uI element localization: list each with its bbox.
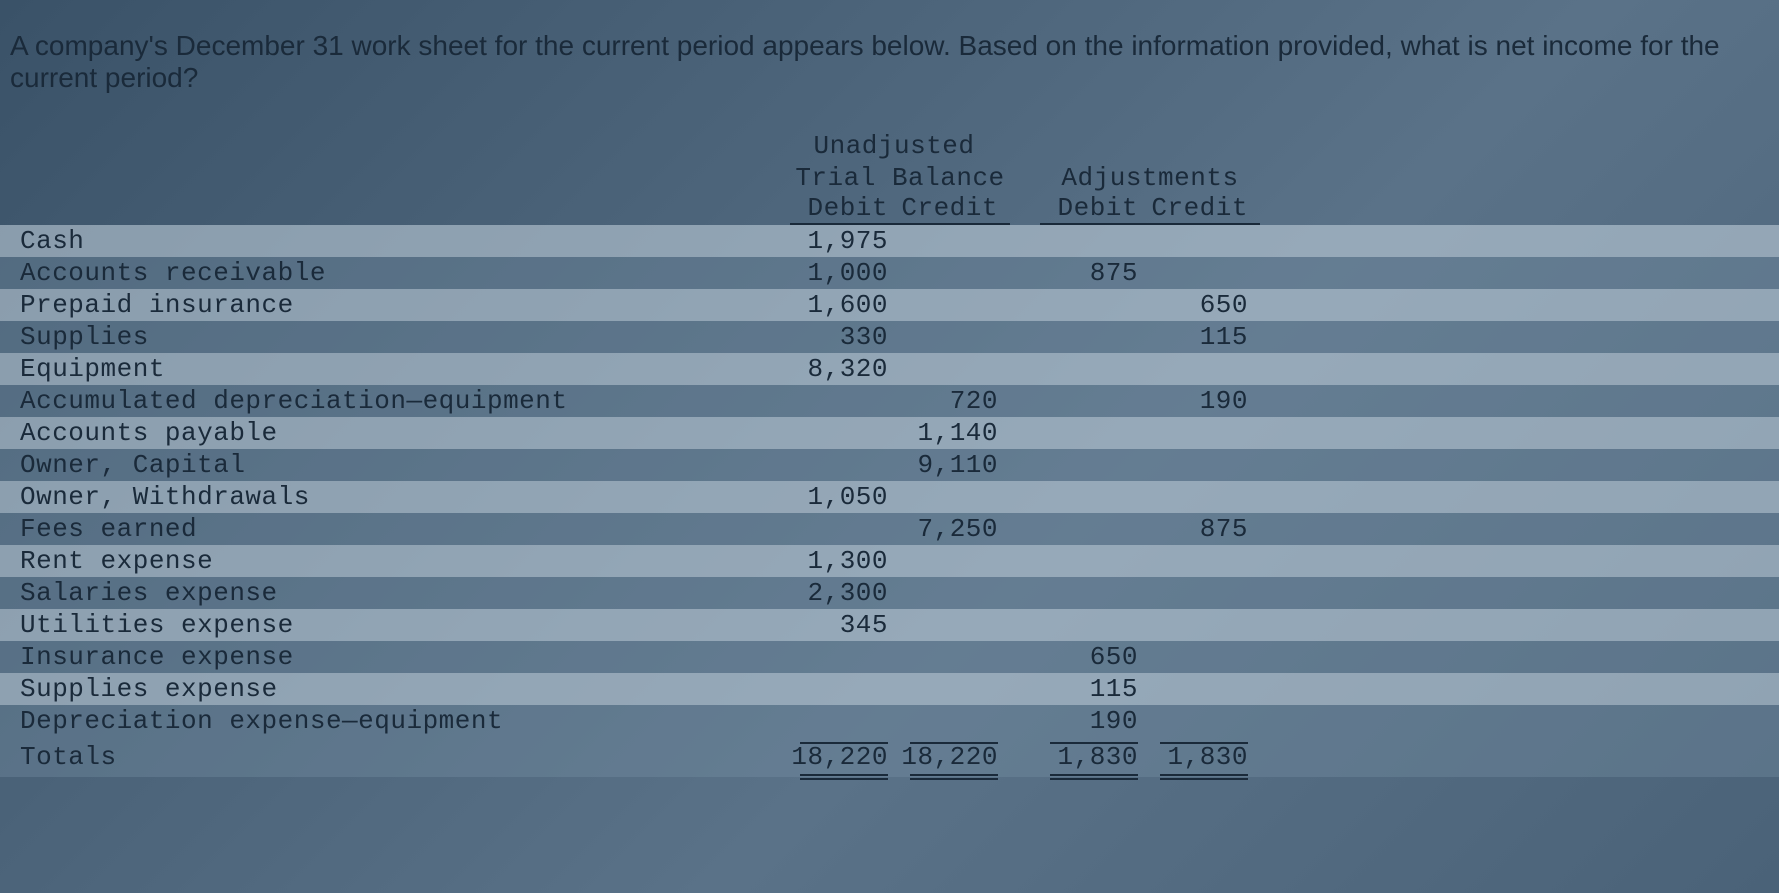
account-name: Owner, Withdrawals: [0, 482, 790, 512]
adj-debit-cell: 115: [1040, 674, 1150, 704]
adj-credit-cell: 650: [1150, 290, 1260, 320]
account-name: Owner, Capital: [0, 450, 790, 480]
table-row: Equipment8,320: [0, 353, 1779, 385]
table-row: Owner, Capital 9,110: [0, 449, 1779, 481]
account-name: Accounts payable: [0, 418, 790, 448]
utb-debit-cell: 8,320: [790, 354, 900, 384]
totals-adj-credit: 1,830: [1150, 742, 1260, 772]
table-row: Utilities expense345: [0, 609, 1779, 641]
adj-credit-cell: 190: [1150, 386, 1260, 416]
account-name: Rent expense: [0, 546, 790, 576]
adj-debit-cell: 875: [1040, 258, 1150, 288]
utb-debit-cell: 1,975: [790, 226, 900, 256]
header-utb-debit: Debit: [790, 193, 900, 225]
utb-debit-cell: 1,050: [790, 482, 900, 512]
header-row-2: Trial Balance Adjustments: [0, 161, 1779, 193]
adj-credit-cell: 875: [1150, 514, 1260, 544]
table-row: Prepaid insurance1,600 650: [0, 289, 1779, 321]
table-row: Accounts payable 1,140: [0, 417, 1779, 449]
table-row: Accounts receivable1,000 875: [0, 257, 1779, 289]
table-body: Cash1,975Accounts receivable1,000875Prep…: [0, 225, 1779, 737]
account-name: Utilities expense: [0, 610, 790, 640]
utb-credit-cell: 1,140: [900, 418, 1010, 448]
header-row-1: Unadjusted: [0, 129, 1779, 161]
account-name: Depreciation expense—equipment: [0, 706, 790, 736]
utb-credit-cell: 720: [900, 386, 1010, 416]
account-name: Supplies expense: [0, 674, 790, 704]
totals-label: Totals: [0, 742, 790, 772]
adj-debit-cell: 190: [1040, 706, 1150, 736]
utb-debit-cell: 1,000: [790, 258, 900, 288]
adj-credit-cell: 115: [1150, 322, 1260, 352]
totals-utb-credit: 18,220: [900, 742, 1010, 772]
account-name: Supplies: [0, 322, 790, 352]
header-row-3: Debit Credit Debit Credit: [0, 193, 1779, 225]
table-row: Accumulated depreciation—equipment 720 190: [0, 385, 1779, 417]
header-trial-balance: Trial Balance: [790, 163, 1010, 193]
utb-debit-cell: 330: [790, 322, 900, 352]
account-name: Fees earned: [0, 514, 790, 544]
header-unadjusted: Unadjusted: [790, 131, 1010, 161]
header-adj-credit: Credit: [1150, 193, 1260, 225]
table-row: Rent expense1,300: [0, 545, 1779, 577]
table-row: Fees earned 7,250 875: [0, 513, 1779, 545]
account-name: Insurance expense: [0, 642, 790, 672]
account-name: Accumulated depreciation—equipment: [0, 386, 790, 416]
totals-row: Totals 18,220 18,220 1,830 1,830: [0, 737, 1779, 777]
table-row: Cash1,975: [0, 225, 1779, 257]
table-row: Owner, Withdrawals1,050: [0, 481, 1779, 513]
account-name: Accounts receivable: [0, 258, 790, 288]
header-adj-debit: Debit: [1040, 193, 1150, 225]
header-utb-credit: Credit: [900, 193, 1010, 225]
table-row: Supplies expense 115: [0, 673, 1779, 705]
worksheet-table: Unadjusted Trial Balance Adjustments Deb…: [0, 129, 1779, 777]
utb-debit-cell: 2,300: [790, 578, 900, 608]
table-row: Insurance expense 650: [0, 641, 1779, 673]
utb-debit-cell: 1,600: [790, 290, 900, 320]
account-name: Salaries expense: [0, 578, 790, 608]
totals-utb-debit: 18,220: [790, 742, 900, 772]
account-name: Prepaid insurance: [0, 290, 790, 320]
table-row: Supplies330 115: [0, 321, 1779, 353]
table-row: Depreciation expense—equipment 190: [0, 705, 1779, 737]
table-row: Salaries expense2,300: [0, 577, 1779, 609]
totals-adj-debit: 1,830: [1040, 742, 1150, 772]
adj-debit-cell: 650: [1040, 642, 1150, 672]
account-name: Cash: [0, 226, 790, 256]
utb-credit-cell: 9,110: [900, 450, 1010, 480]
account-name: Equipment: [0, 354, 790, 384]
header-adjustments: Adjustments: [1040, 163, 1260, 193]
utb-debit-cell: 345: [790, 610, 900, 640]
utb-credit-cell: 7,250: [900, 514, 1010, 544]
utb-debit-cell: 1,300: [790, 546, 900, 576]
question-text: A company's December 31 work sheet for t…: [0, 0, 1779, 104]
